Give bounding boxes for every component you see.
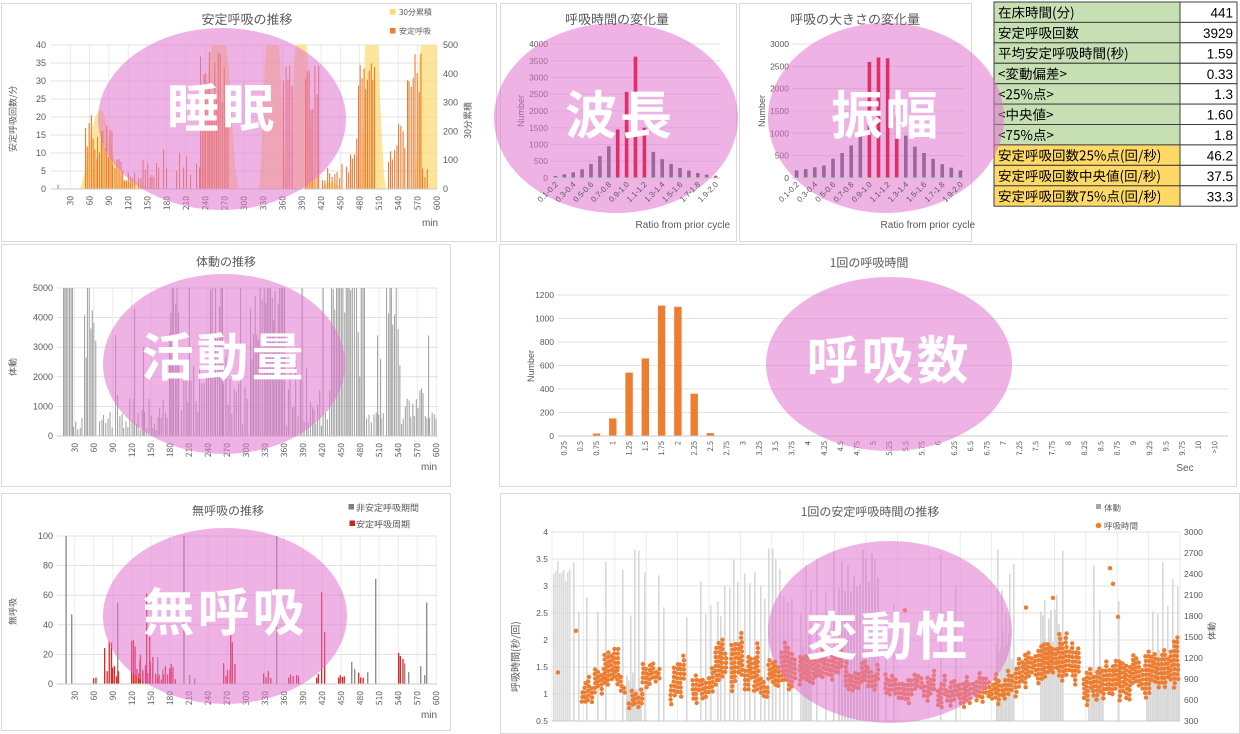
svg-text:3: 3 [543, 581, 548, 591]
svg-text:200: 200 [540, 408, 554, 418]
svg-text:100: 100 [443, 155, 458, 165]
svg-text:2000: 2000 [33, 372, 53, 382]
svg-text:800: 800 [540, 337, 554, 347]
svg-text:400: 400 [540, 384, 554, 394]
svg-text:min: min [422, 218, 438, 229]
svg-text:35: 35 [36, 58, 46, 68]
svg-text:300: 300 [443, 98, 458, 108]
svg-text:0: 0 [48, 431, 53, 441]
svg-text:600: 600 [540, 361, 554, 371]
svg-text:min: min [421, 462, 437, 473]
svg-text:0.5: 0.5 [536, 716, 548, 726]
svg-text:min: min [421, 710, 437, 721]
svg-text:441: 441 [1210, 6, 1233, 21]
svg-text:4000: 4000 [33, 313, 53, 323]
svg-text:0: 0 [443, 184, 448, 194]
svg-text:2500: 2500 [770, 61, 789, 71]
svg-text:33.3: 33.3 [1207, 189, 1233, 204]
svg-text:4: 4 [543, 527, 548, 537]
svg-text:2100: 2100 [1184, 590, 1203, 600]
svg-text:1000: 1000 [33, 401, 53, 411]
svg-text:1.5: 1.5 [536, 662, 548, 672]
svg-text:37.5: 37.5 [1207, 169, 1233, 184]
svg-text:1.3: 1.3 [1214, 87, 1233, 102]
svg-text:500: 500 [443, 40, 458, 50]
svg-text:40: 40 [43, 620, 53, 630]
svg-text:1.60: 1.60 [1207, 108, 1233, 123]
svg-text:3000: 3000 [1184, 527, 1203, 537]
svg-text:1200: 1200 [535, 290, 554, 300]
svg-text:80: 80 [43, 561, 53, 571]
svg-text:60: 60 [43, 590, 53, 600]
svg-text:1500: 1500 [1184, 632, 1203, 642]
svg-text:15: 15 [36, 130, 46, 140]
svg-text:25: 25 [36, 94, 46, 104]
svg-text:3.5: 3.5 [536, 554, 548, 564]
svg-text:2400: 2400 [1184, 569, 1203, 579]
svg-text:Ratio from prior cycle: Ratio from prior cycle [881, 220, 976, 231]
svg-text:0: 0 [784, 173, 789, 183]
svg-text:0.33: 0.33 [1207, 67, 1233, 82]
svg-text:0: 0 [549, 431, 554, 441]
svg-text:400: 400 [443, 69, 458, 79]
svg-text:1200: 1200 [1184, 653, 1203, 663]
svg-text:0: 0 [48, 679, 53, 689]
svg-text:2: 2 [543, 635, 548, 645]
svg-text:0: 0 [41, 184, 46, 194]
svg-text:30: 30 [36, 76, 46, 86]
svg-text:1800: 1800 [1184, 611, 1203, 621]
svg-text:Number: Number [526, 350, 536, 382]
svg-text:2.5: 2.5 [536, 608, 548, 618]
svg-text:3000: 3000 [770, 39, 789, 49]
svg-text:10: 10 [36, 148, 46, 158]
svg-text:Sec: Sec [1176, 463, 1193, 474]
svg-text:1.59: 1.59 [1207, 46, 1233, 61]
svg-text:46.2: 46.2 [1207, 148, 1233, 163]
svg-text:4000: 4000 [529, 39, 548, 49]
svg-text:2700: 2700 [1184, 548, 1203, 558]
svg-text:600: 600 [1184, 695, 1198, 705]
svg-text:5000: 5000 [33, 283, 53, 293]
svg-text:300: 300 [1184, 716, 1198, 726]
svg-text:Ratio from prior cycle: Ratio from prior cycle [636, 220, 731, 231]
svg-text:1.8: 1.8 [1214, 128, 1233, 143]
svg-text:3929: 3929 [1203, 26, 1233, 41]
svg-text:1000: 1000 [535, 314, 554, 324]
svg-text:20: 20 [43, 649, 53, 659]
svg-text:3000: 3000 [33, 342, 53, 352]
svg-text:1: 1 [543, 689, 548, 699]
svg-text:40: 40 [36, 40, 46, 50]
svg-text:Number: Number [757, 95, 767, 127]
svg-text:200: 200 [443, 126, 458, 136]
svg-text:100: 100 [38, 531, 53, 541]
svg-text:900: 900 [1184, 674, 1198, 684]
svg-text:20: 20 [36, 112, 46, 122]
svg-text:5: 5 [41, 166, 46, 176]
